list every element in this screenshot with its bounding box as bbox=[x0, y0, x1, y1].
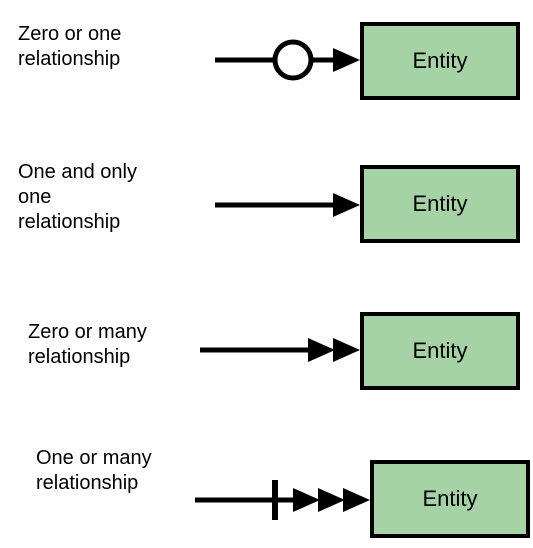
label-text: one bbox=[18, 186, 51, 208]
label-text: One or many bbox=[36, 447, 152, 469]
entity-label: Entity bbox=[412, 191, 467, 217]
label-zero-or-one: Zero or one relationship bbox=[18, 22, 121, 72]
label-one-or-many: One or many relationship bbox=[36, 446, 152, 496]
entity-box: Entity bbox=[370, 460, 530, 538]
connector-one-only bbox=[215, 175, 360, 235]
entity-label: Entity bbox=[422, 486, 477, 512]
label-text: Zero or one bbox=[18, 23, 121, 45]
entity-box: Entity bbox=[360, 22, 520, 100]
label-text: relationship bbox=[36, 472, 138, 494]
label-zero-or-many: Zero or many relationship bbox=[28, 320, 147, 370]
entity-label: Entity bbox=[412, 338, 467, 364]
entity-label: Entity bbox=[412, 48, 467, 74]
connector-zero-or-many bbox=[200, 320, 360, 380]
label-text: Zero or many bbox=[28, 321, 147, 343]
label-text: relationship bbox=[28, 346, 130, 368]
connector-zero-or-one bbox=[215, 30, 360, 90]
label-one-only: One and only one relationship bbox=[18, 160, 137, 235]
label-text: relationship bbox=[18, 211, 120, 233]
connector-one-or-many bbox=[195, 470, 370, 530]
label-text: relationship bbox=[18, 48, 120, 70]
entity-box: Entity bbox=[360, 312, 520, 390]
label-text: One and only bbox=[18, 161, 137, 183]
diagram-canvas: Zero or one relationship Entity One and … bbox=[0, 0, 533, 548]
entity-box: Entity bbox=[360, 165, 520, 243]
